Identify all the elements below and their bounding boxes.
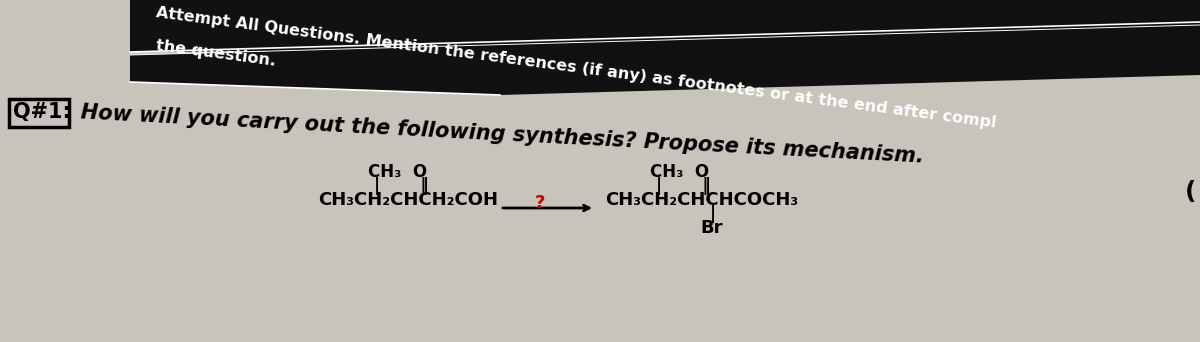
Text: CH₃  O: CH₃ O [650, 163, 709, 181]
Text: CH₃CH₂CHCHCOCH₃: CH₃CH₂CHCHCOCH₃ [605, 191, 798, 209]
Polygon shape [130, 25, 1200, 95]
FancyBboxPatch shape [10, 99, 70, 127]
Polygon shape [130, 0, 1200, 52]
Text: |       ‖: | ‖ [656, 177, 710, 195]
Text: Q#1:: Q#1: [13, 102, 71, 122]
Text: |: | [710, 205, 716, 223]
Text: (: ( [1186, 180, 1196, 204]
Text: |       ‖: | ‖ [374, 177, 428, 195]
Text: CH₃  O: CH₃ O [368, 163, 427, 181]
Text: Attempt All Questions. Mention the references (if any) as footnotes or at the en: Attempt All Questions. Mention the refer… [155, 5, 997, 131]
Text: ?: ? [535, 194, 545, 212]
Text: CH₃CH₂CHCH₂COH: CH₃CH₂CHCH₂COH [318, 191, 498, 209]
Text: the question.: the question. [155, 38, 277, 69]
Text: How will you carry out the following synthesis? Propose its mechanism.: How will you carry out the following syn… [73, 102, 924, 167]
Text: Br: Br [700, 219, 722, 237]
